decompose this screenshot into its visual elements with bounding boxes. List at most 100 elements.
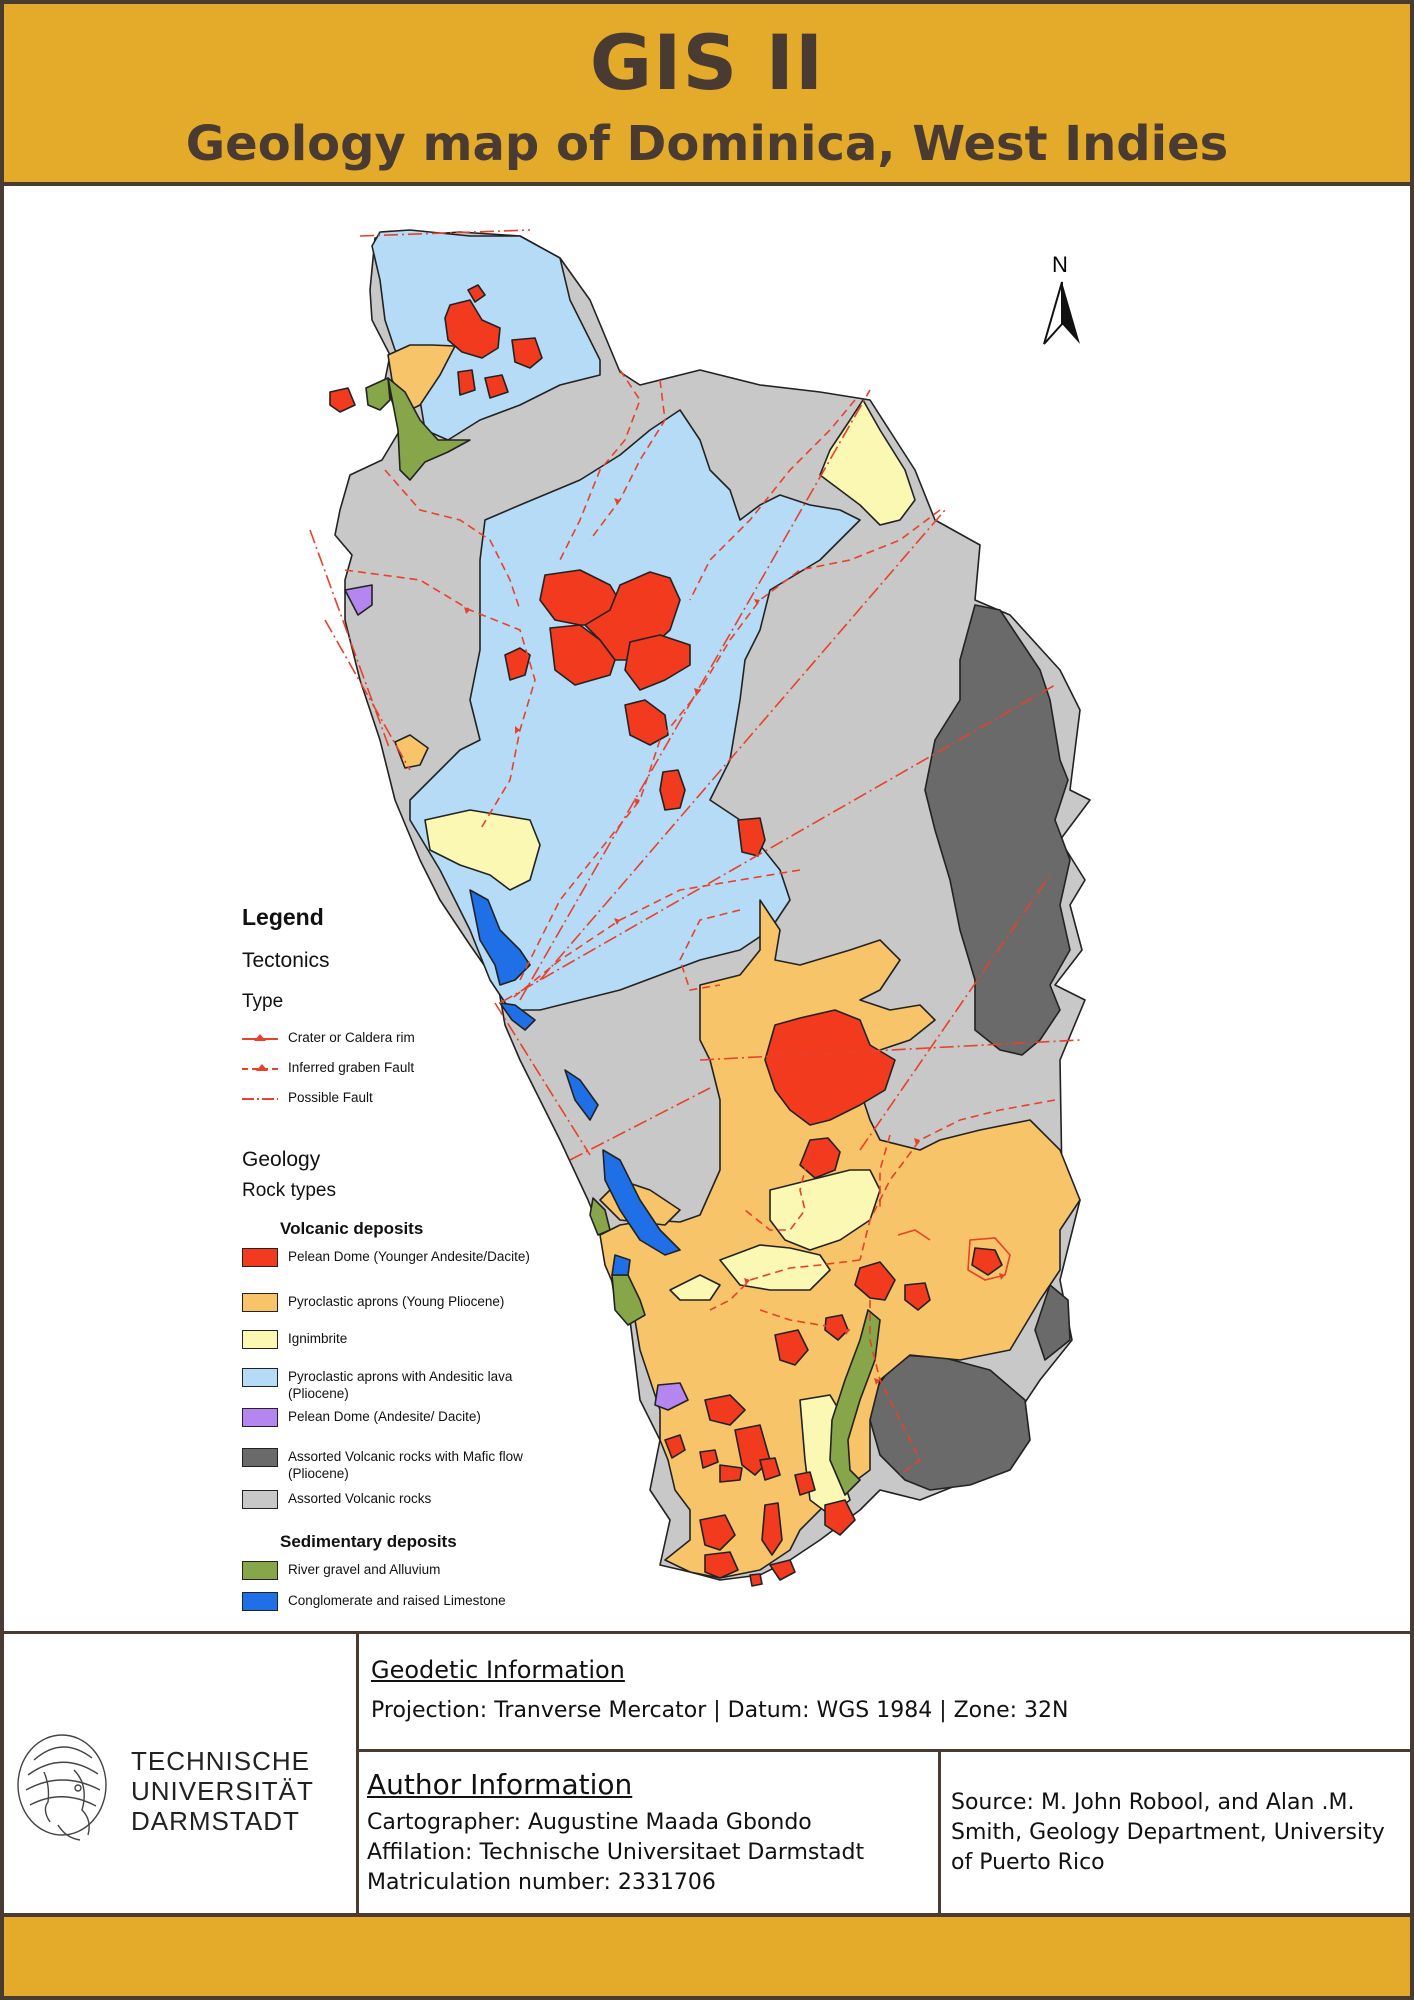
region-river-gravel-nw <box>365 377 391 411</box>
dome-south-3 <box>854 1261 896 1301</box>
info-panel: TECHNISCHE UNIVERSITÄT DARMSTADT Geodeti… <box>0 1631 1414 1916</box>
swatch-conglomerate <box>242 1592 278 1611</box>
dome-south-15 <box>699 1514 736 1551</box>
university-name: TECHNISCHE UNIVERSITÄT DARMSTADT <box>131 1746 314 1836</box>
legend-volcanic-heading: Volcanic deposits <box>280 1219 424 1238</box>
legend-item-assorted-volcanic: Assorted Volcanic rocks <box>242 1490 542 1526</box>
dome-north-4 <box>484 374 509 399</box>
dome-south-8 <box>704 1394 746 1426</box>
region-river-gravel-north <box>387 377 471 481</box>
region-conglomerate-4 <box>602 1149 681 1256</box>
author-cartographer: Cartographer: Augustine Maada Gbondo <box>367 1810 812 1835</box>
athena-head-logo-icon <box>17 1734 107 1841</box>
source-cell: Source: M. John Robool, and Alan .M. Smi… <box>941 1752 1414 1916</box>
fault-triangles <box>464 498 1005 1385</box>
north-arrow: N <box>1040 252 1084 352</box>
swatch-pelean-andesite <box>242 1408 278 1427</box>
dome-central-6 <box>624 699 669 746</box>
legend-geology-heading: Geology <box>242 1148 321 1171</box>
legend-item-ignimbrite: Ignimbrite <box>242 1330 542 1366</box>
geodetic-info-cell: Geodetic Information Projection: Tranver… <box>359 1634 1414 1752</box>
dome-south-2 <box>799 1137 841 1179</box>
dome-central-8 <box>737 817 766 857</box>
fault-graben-2 <box>384 469 521 611</box>
legend-item-conglomerate: Conglomerate and raised Limestone <box>242 1592 542 1628</box>
legend-label-possible-fault: Possible Fault <box>288 1090 373 1105</box>
possible-fault-symbol-icon <box>242 1098 278 1100</box>
author-affiliation: Affilation: Technische Universitaet Darm… <box>367 1840 865 1865</box>
author-matriculation: Matriculation number: 2331706 <box>367 1870 716 1895</box>
legend-item-pelean-young: Pelean Dome (Younger Andesite/Dacite) <box>242 1248 542 1284</box>
legend-tectonics-heading: Tectonics <box>242 949 330 972</box>
geology-map <box>309 229 1091 1587</box>
swatch-river-gravel <box>242 1561 278 1580</box>
dome-south-6 <box>774 1329 809 1366</box>
region-mafic-southeast <box>1034 1284 1071 1361</box>
author-title: Author Information <box>367 1768 633 1801</box>
fault-crater-2 <box>897 1229 931 1241</box>
north-arrow-icon <box>1043 281 1080 345</box>
fault-graben-13 <box>759 1309 851 1331</box>
region-conglomerate-1 <box>469 889 531 986</box>
fault-possible-1 <box>359 229 531 237</box>
dome-south-19 <box>769 1559 796 1581</box>
fault-possible-4 <box>494 1002 591 1156</box>
region-conglomerate-5 <box>611 1254 631 1276</box>
legend-title: Legend <box>242 904 324 930</box>
legend-label-graben-fault: Inferred graben Fault <box>288 1060 415 1075</box>
graben-fault-symbol-icon <box>242 1064 278 1071</box>
swatch-ignimbrite <box>242 1330 278 1349</box>
legend-label-pelean-young: Pelean Dome (Younger Andesite/Dacite) <box>288 1249 530 1264</box>
fault-graben-5 <box>689 399 856 601</box>
fault-possible-5 <box>499 684 1056 1004</box>
dome-south-20 <box>749 1573 763 1587</box>
legend-item-possible-fault: Possible Fault <box>242 1089 542 1109</box>
dome-north-2 <box>511 337 543 369</box>
dome-south-big <box>764 1009 896 1126</box>
legend-label-pyroclastic-young: Pyroclastic aprons (Young Pliocene) <box>288 1294 505 1309</box>
dome-south-18 <box>704 1551 739 1579</box>
region-mafic-east <box>924 604 1071 1056</box>
dome-central-7 <box>659 769 686 811</box>
region-pelean-andesite-1 <box>344 584 373 616</box>
fault-possible-9 <box>859 874 1051 1151</box>
dome-nw <box>329 387 356 413</box>
fault-graben-8 <box>679 909 741 991</box>
legend-type-heading: Type <box>242 991 284 1012</box>
legend-item-mafic: Assorted Volcanic rocks with Mafic flow … <box>242 1448 542 1484</box>
footer-bar <box>0 1913 1414 2000</box>
region-conglomerate-2 <box>499 1002 536 1031</box>
region-pyroclastic-young-west <box>394 734 429 769</box>
dome-central-4 <box>624 634 691 691</box>
fault-possible-10 <box>699 1039 1081 1061</box>
fault-possible-6 <box>519 389 871 1001</box>
map-subtitle: Geology map of Dominica, West Indies <box>185 116 1229 172</box>
dome-south-16 <box>761 1502 783 1556</box>
legend-sedimentary-heading: Sedimentary deposits <box>280 1532 457 1551</box>
dome-central-3 <box>549 624 616 686</box>
legend-item-graben-fault: Inferred graben Fault <box>242 1059 542 1079</box>
dome-south-17 <box>824 1499 856 1536</box>
swatch-pelean-young <box>242 1248 278 1267</box>
dome-south-7 <box>971 1247 1003 1276</box>
fault-possible-8 <box>569 1087 711 1161</box>
dome-south-9 <box>664 1434 686 1459</box>
fault-possible-7 <box>539 509 946 981</box>
university-name-line1: TECHNISCHE <box>131 1746 311 1776</box>
north-label: N <box>1052 252 1068 277</box>
fault-graben-10 <box>709 1259 861 1311</box>
dome-south-14 <box>794 1471 816 1496</box>
legend-label-crater-rim: Crater or Caldera rim <box>288 1030 415 1045</box>
legend-item-pelean-andesite: Pelean Dome (Andesite/ Dacite) <box>242 1408 542 1444</box>
dome-north-3 <box>457 369 476 396</box>
legend-item-pyroclastic-andesitic: Pyroclastic aprons with Andesitic lava (… <box>242 1368 542 1404</box>
dome-south-13 <box>719 1464 743 1483</box>
fault-graben-6 <box>519 509 941 981</box>
region-conglomerate-3 <box>564 1069 599 1121</box>
dome-north-1 <box>444 299 501 359</box>
crater-rim-symbol-icon <box>242 1034 278 1041</box>
geodetic-projection: Projection: Tranverse Mercator | Datum: … <box>371 1698 1069 1723</box>
dome-central-5 <box>504 647 531 681</box>
dome-south-12 <box>759 1457 781 1481</box>
legend-label-conglomerate: Conglomerate and raised Limestone <box>288 1593 506 1608</box>
